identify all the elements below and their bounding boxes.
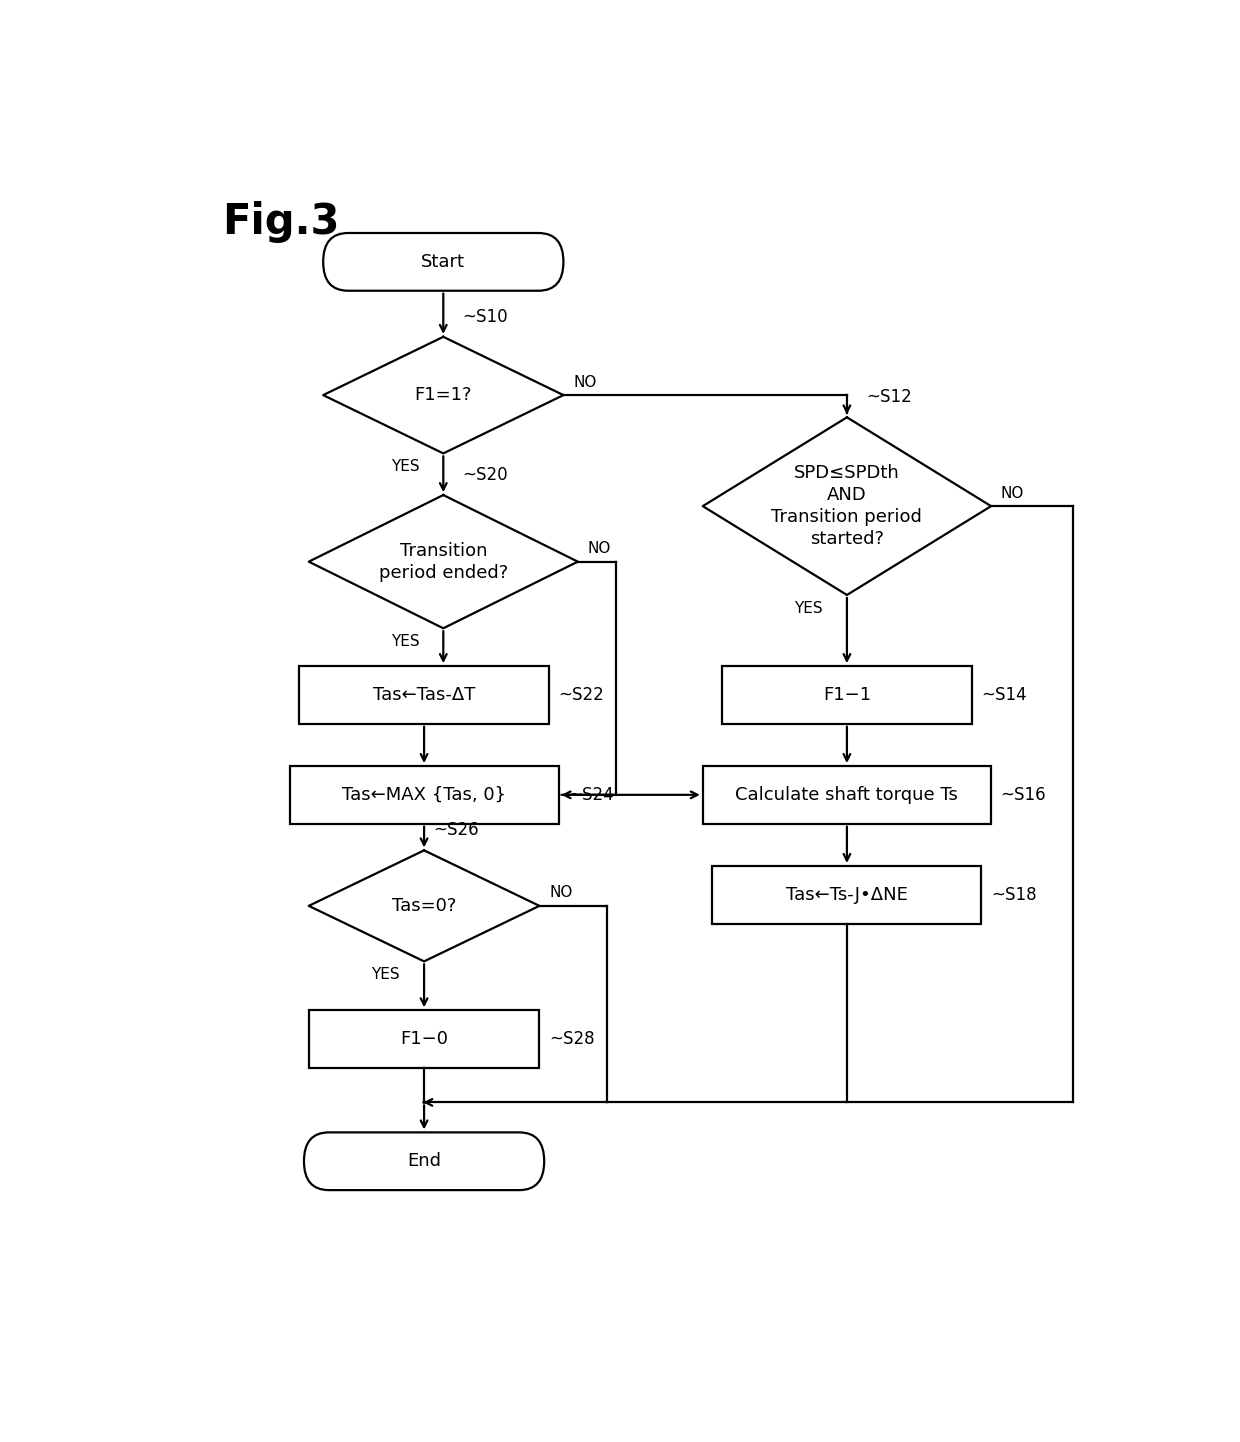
- Text: NO: NO: [573, 375, 596, 389]
- Text: Fig.3: Fig.3: [222, 200, 340, 242]
- Text: NO: NO: [549, 885, 573, 900]
- Bar: [290, 766, 559, 823]
- FancyBboxPatch shape: [304, 1132, 544, 1190]
- Text: ~S26: ~S26: [434, 822, 480, 839]
- Text: Tas←Ts-J•ΔNE: Tas←Ts-J•ΔNE: [786, 885, 908, 904]
- Text: YES: YES: [372, 968, 401, 982]
- Text: Calculate shaft torque Ts: Calculate shaft torque Ts: [735, 786, 959, 803]
- Polygon shape: [309, 495, 578, 629]
- Text: End: End: [407, 1152, 441, 1171]
- Polygon shape: [309, 851, 539, 962]
- Text: F1−1: F1−1: [823, 686, 870, 704]
- Text: ~S10: ~S10: [463, 307, 508, 326]
- Text: YES: YES: [391, 634, 419, 649]
- Bar: [712, 865, 982, 924]
- Text: YES: YES: [391, 459, 419, 474]
- Text: Tas=0?: Tas=0?: [392, 897, 456, 914]
- FancyBboxPatch shape: [324, 234, 563, 291]
- Text: ~S20: ~S20: [463, 466, 508, 485]
- Text: ~S18: ~S18: [991, 885, 1037, 904]
- Text: F1=1?: F1=1?: [414, 386, 472, 404]
- Text: Transition
period ended?: Transition period ended?: [378, 542, 508, 581]
- Text: ~S22: ~S22: [559, 686, 604, 704]
- Text: NO: NO: [1001, 486, 1024, 500]
- Text: ~S14: ~S14: [982, 686, 1027, 704]
- Text: SPD≤SPDth
AND
Transition period
started?: SPD≤SPDth AND Transition period started?: [771, 464, 923, 548]
- Bar: [299, 666, 549, 724]
- Text: Tas←MAX {Tas, 0}: Tas←MAX {Tas, 0}: [342, 786, 506, 803]
- Text: Tas←Tas-ΔT: Tas←Tas-ΔT: [373, 686, 475, 704]
- Text: ~S28: ~S28: [549, 1030, 595, 1048]
- Text: Start: Start: [422, 252, 465, 271]
- Text: ~S16: ~S16: [1001, 786, 1047, 803]
- Text: ~S24: ~S24: [568, 786, 614, 803]
- Polygon shape: [324, 337, 563, 453]
- Polygon shape: [703, 417, 991, 596]
- Text: ~S12: ~S12: [866, 388, 911, 407]
- Text: NO: NO: [588, 541, 611, 557]
- Bar: [703, 766, 991, 823]
- Text: F1−0: F1−0: [401, 1030, 448, 1048]
- Text: YES: YES: [795, 600, 823, 616]
- Bar: [309, 1011, 539, 1069]
- Bar: [722, 666, 972, 724]
